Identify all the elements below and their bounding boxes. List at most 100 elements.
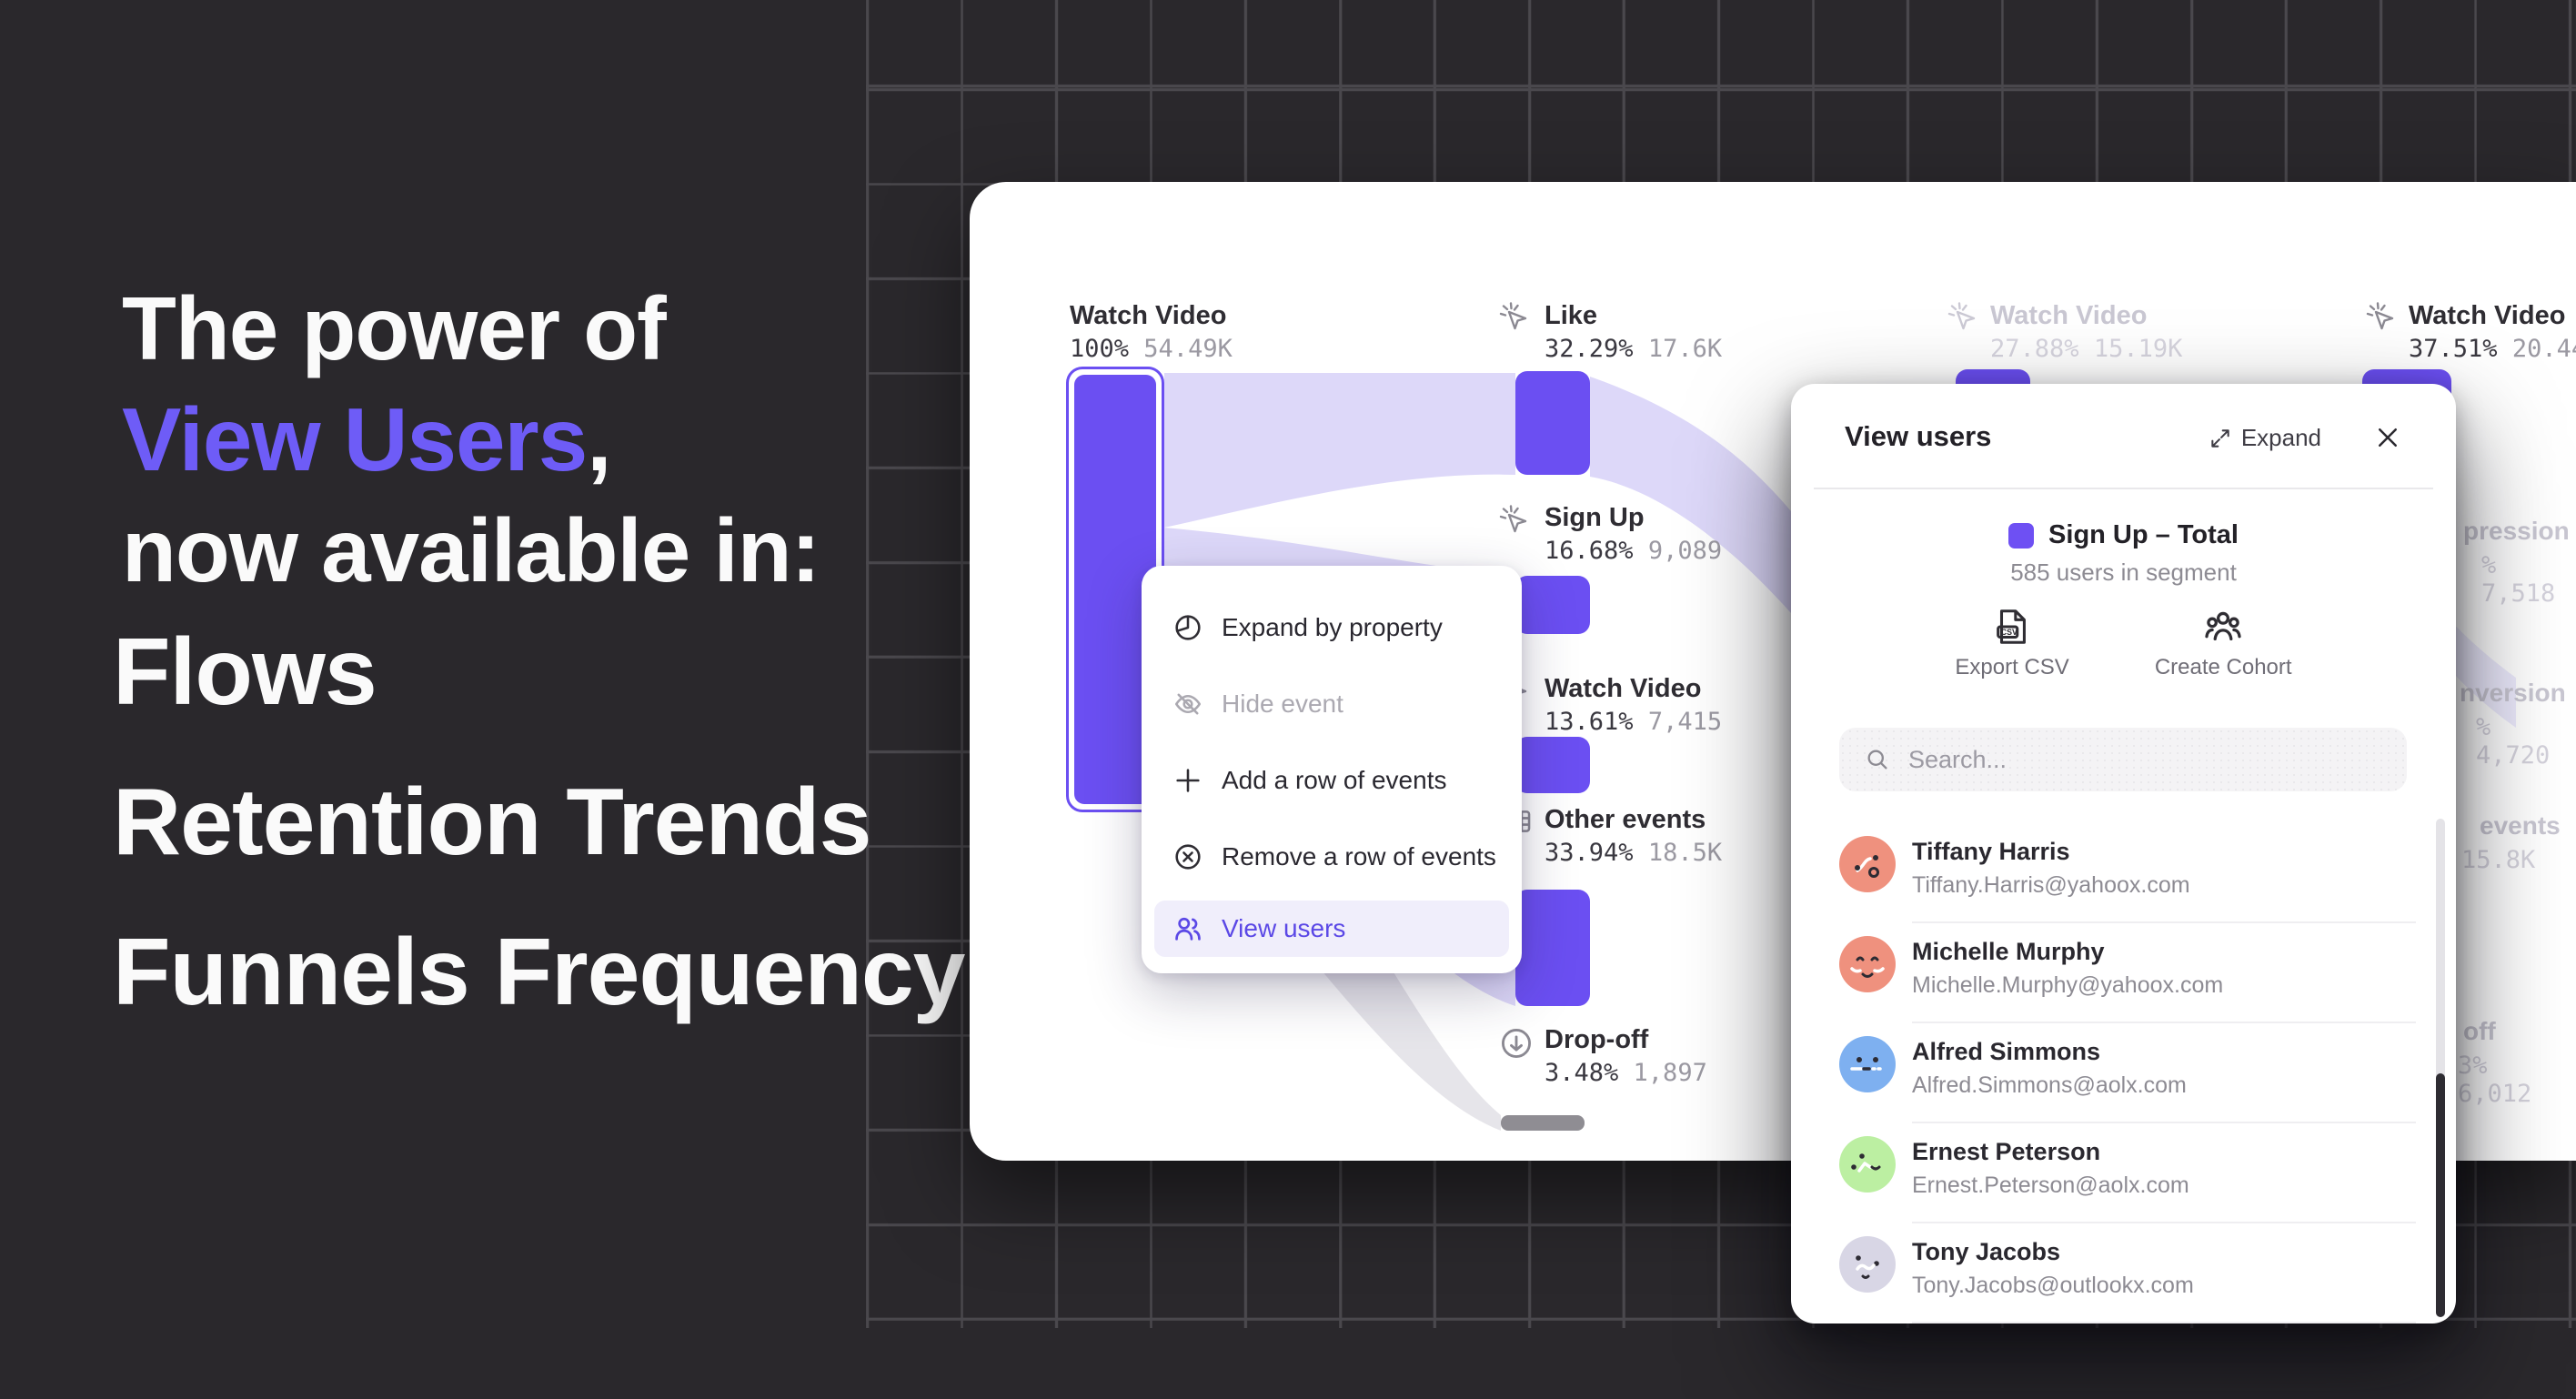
step-label: Watch Video xyxy=(1545,674,1702,703)
fragment-label: nversion xyxy=(2460,679,2566,707)
user-list: Tiffany Harris Tiffany.Harris@yahoox.com… xyxy=(1791,823,2456,1324)
step-label: Watch Video xyxy=(2409,301,2566,330)
step-sign-up[interactable]: Sign Up 16.68% 9,089 xyxy=(1545,502,1722,565)
step-count: 54.49K xyxy=(1143,335,1233,363)
user-email: Tony.Jacobs@outlookx.com xyxy=(1912,1273,2194,1298)
funnel-bar-like[interactable] xyxy=(1515,371,1590,475)
step-count: 18.5K xyxy=(1647,839,1723,867)
step-pct: 33.94% xyxy=(1545,839,1634,867)
user-name: Tony Jacobs xyxy=(1912,1238,2061,1265)
click-spark-icon xyxy=(1496,503,1533,539)
search-icon xyxy=(1867,750,1887,770)
step-label: Watch Video xyxy=(1070,301,1227,330)
fragment-label: pression xyxy=(2463,517,2570,545)
step-watch-video-a3[interactable]: Watch Video 37.51% 20.44K xyxy=(2409,300,2576,363)
menu-item-expand-by-property[interactable]: Expand by property xyxy=(1142,589,1522,666)
step-fragment-dropoff: off 3% 6,012 xyxy=(2458,1017,2576,1108)
step-label: Sign Up xyxy=(1545,503,1645,532)
step-other-events[interactable]: Other events 33.94% 18.5K xyxy=(1545,804,1722,867)
menu-item-view-users[interactable]: View users xyxy=(1154,901,1509,957)
fragment-stats: 15.8K xyxy=(2461,846,2536,874)
close-panel-button[interactable] xyxy=(2374,424,2401,451)
step-pct: 32.29% xyxy=(1545,335,1634,363)
scrollbar-thumb[interactable] xyxy=(2436,1073,2445,1317)
expand-by-property-icon xyxy=(1172,612,1203,643)
menu-item-label: Add a row of events xyxy=(1222,766,1447,794)
funnel-bar-sign-up[interactable] xyxy=(1515,576,1590,634)
csv-file-icon: CSV xyxy=(1997,609,2027,644)
legend-label: Sign Up – Total xyxy=(2048,520,2239,549)
action-label: Create Cohort xyxy=(2154,655,2292,679)
menu-item-add-row[interactable]: Add a row of events xyxy=(1142,742,1522,819)
menu-item-hide-event[interactable]: Hide event xyxy=(1142,666,1522,742)
step-watch-video-2[interactable]: Watch Video 13.61% 7,415 xyxy=(1545,673,1722,736)
avatar xyxy=(1839,936,1896,992)
step-pct: 100% xyxy=(1070,335,1130,363)
search-input[interactable]: Search... xyxy=(1839,728,2407,791)
step-fragment-events: events 15.8K xyxy=(2461,811,2561,874)
user-email: Tiffany.Harris@yahoox.com xyxy=(1912,872,2190,898)
step-fragment-impression: pression % 7,518 xyxy=(2463,517,2576,608)
create-cohort-button[interactable]: Create Cohort xyxy=(2155,606,2292,680)
step-watch-video-1[interactable]: Watch Video 100% 54.49K xyxy=(1070,300,1233,363)
close-icon xyxy=(2379,428,2397,447)
fragment-stats: % 7,518 xyxy=(2481,551,2556,608)
action-label: Export CSV xyxy=(1955,655,2069,679)
avatar xyxy=(1839,1036,1896,1092)
expand-label: Expand xyxy=(2240,424,2321,451)
step-drop-off[interactable]: Drop-off 3.48% 1,897 xyxy=(1545,1024,1707,1087)
user-row[interactable]: Alfred Simmons Alfred.Simmons@aolx.com xyxy=(1791,1023,2456,1123)
user-name: Michelle Murphy xyxy=(1912,938,2105,965)
click-spark-icon xyxy=(2363,300,2400,337)
funnel-bar-watch-video-2[interactable] xyxy=(1515,737,1590,793)
scrollbar-track[interactable] xyxy=(2436,819,2445,1317)
headline-comma: , xyxy=(587,389,611,489)
user-email: Ernest.Peterson@aolx.com xyxy=(1912,1173,2189,1198)
step-count: 7,415 xyxy=(1647,708,1723,736)
headline-line3: now available in: xyxy=(122,500,820,600)
step-pct: 16.68% xyxy=(1545,537,1634,565)
step-like[interactable]: Like 32.29% 17.6K xyxy=(1545,300,1722,363)
export-csv-button[interactable]: CSV Export CSV xyxy=(1955,606,2069,680)
menu-item-remove-row[interactable]: Remove a row of events xyxy=(1142,819,1522,895)
step-count: 9,089 xyxy=(1647,537,1723,565)
click-spark-icon xyxy=(1945,300,1981,337)
panel-title: View users xyxy=(1845,420,1992,452)
step-label: Drop-off xyxy=(1545,1025,1649,1054)
row-divider xyxy=(1912,1322,2416,1324)
user-row[interactable]: Michelle Murphy Michelle.Murphy@yahoox.c… xyxy=(1791,923,2456,1023)
avatar xyxy=(1839,836,1896,892)
step-fragment-conversion: nversion % 4,720 xyxy=(2460,679,2576,770)
panel-divider xyxy=(1814,488,2433,489)
click-spark-icon xyxy=(1496,300,1533,337)
funnel-bar-other-events[interactable] xyxy=(1515,890,1590,1006)
row-divider xyxy=(1912,1122,2416,1123)
drop-off-icon xyxy=(1499,1026,1534,1061)
plus-icon xyxy=(1172,765,1203,796)
user-row[interactable]: Tiffany Harris Tiffany.Harris@yahoox.com xyxy=(1791,823,2456,923)
context-menu: Expand by property Hide event Add a row … xyxy=(1142,566,1522,973)
step-count: 1,897 xyxy=(1633,1059,1707,1087)
search-placeholder: Search... xyxy=(1908,745,2007,773)
fragment-label: events xyxy=(2480,811,2561,840)
user-row[interactable]: Tony Jacobs Tony.Jacobs@outlookx.com xyxy=(1791,1223,2456,1324)
step-watch-video-a2[interactable]: Watch Video 27.88% 15.19K xyxy=(1990,300,2182,363)
user-email: Alfred.Simmons@aolx.com xyxy=(1912,1072,2187,1098)
circle-x-icon xyxy=(1172,841,1203,872)
feature-flows: Flows xyxy=(113,619,377,725)
svg-text:CSV: CSV xyxy=(2001,628,2018,637)
headline: The power of View Users, now available i… xyxy=(122,273,820,606)
funnel-bar-drop-off[interactable] xyxy=(1501,1115,1585,1131)
step-pct: 27.88% xyxy=(1990,335,2079,363)
headline-highlight: View Users xyxy=(122,389,588,489)
expand-panel-button[interactable]: Expand xyxy=(2209,424,2321,452)
row-divider xyxy=(1912,1022,2416,1023)
step-pct: 13.61% xyxy=(1545,708,1634,736)
step-label: Like xyxy=(1545,301,1598,330)
view-users-panel: View users Expand Sign Up – Total 585 us… xyxy=(1791,384,2456,1324)
users-icon xyxy=(1172,913,1203,944)
step-count: 20.44K xyxy=(2511,335,2576,363)
menu-item-label: View users xyxy=(1222,914,1346,942)
menu-item-label: Remove a row of events xyxy=(1222,842,1496,871)
user-row[interactable]: Ernest Peterson Ernest.Peterson@aolx.com xyxy=(1791,1123,2456,1223)
